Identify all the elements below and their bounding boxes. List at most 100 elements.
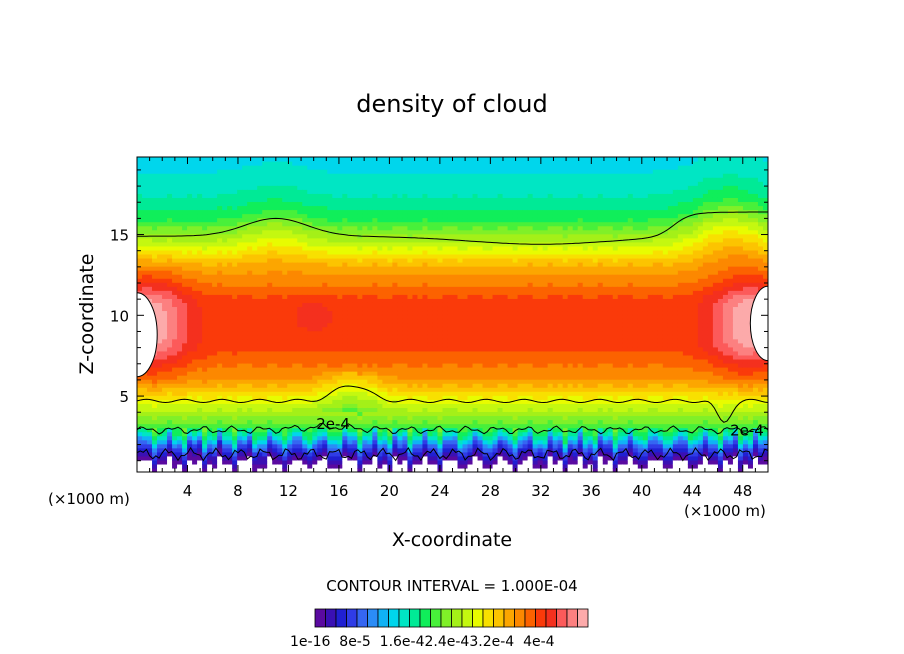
field-cell [427, 439, 434, 445]
field-cell [327, 282, 333, 287]
field-cell [222, 330, 228, 336]
field-cell [432, 463, 439, 469]
field-cell [142, 221, 148, 227]
field-cell [397, 379, 404, 384]
field-cell [292, 157, 298, 162]
field-cell [457, 467, 464, 472]
field-cell [387, 362, 394, 368]
field-cell [367, 435, 373, 441]
field-cell [137, 395, 143, 400]
field-cell [337, 209, 343, 215]
field-cell [292, 435, 298, 441]
field-cell [307, 310, 313, 316]
field-cell [302, 298, 308, 303]
field-cell [357, 447, 363, 453]
field-cell [312, 161, 318, 166]
field-cell [247, 266, 253, 271]
field-cell [417, 391, 424, 396]
field-cell [332, 427, 338, 433]
field-cell [292, 354, 298, 360]
field-cell [427, 338, 434, 344]
field-cell [377, 177, 383, 182]
field-cell [372, 467, 378, 472]
field-cell [402, 213, 409, 219]
field-cell [447, 427, 454, 433]
field-cell [187, 314, 193, 320]
field-cell [262, 415, 268, 421]
field-cell [382, 447, 388, 453]
field-cell [357, 314, 363, 320]
field-cell [302, 205, 308, 211]
field-cell [347, 237, 353, 243]
field-cell [257, 294, 263, 299]
field-cell [337, 391, 343, 396]
field-cell [167, 225, 173, 231]
field-cell [322, 318, 328, 324]
field-cell [352, 443, 358, 449]
field-cell [432, 423, 439, 429]
field-cell [397, 411, 404, 417]
field-cell [287, 342, 293, 348]
field-cell [352, 245, 358, 251]
field-cell [417, 379, 424, 384]
field-cell [307, 241, 313, 247]
field-cell [387, 245, 394, 251]
field-cell [307, 225, 313, 231]
field-cell [347, 387, 353, 392]
field-cell [197, 257, 203, 263]
field-cell [222, 375, 228, 380]
field-cell [327, 274, 333, 279]
field-cell [177, 435, 183, 441]
field-cell [422, 338, 429, 344]
field-cell [202, 225, 208, 231]
field-cell [322, 302, 328, 308]
field-cell [237, 431, 243, 437]
field-cell [152, 161, 158, 166]
field-cell [322, 266, 328, 271]
field-cell [397, 270, 404, 275]
field-cell [377, 241, 383, 247]
field-cell [252, 286, 258, 291]
field-cell [232, 253, 238, 259]
field-cell [137, 205, 143, 211]
field-cell [452, 161, 459, 166]
field-cell [322, 205, 328, 211]
field-cell [357, 237, 363, 243]
field-cell [147, 294, 153, 299]
field-cell [397, 257, 404, 263]
field-cell [292, 205, 298, 211]
field-cell [272, 350, 278, 356]
field-cell [402, 201, 409, 207]
field-cell [167, 306, 173, 312]
field-cell [277, 395, 283, 400]
field-cell [387, 346, 394, 352]
field-cell [242, 415, 248, 421]
field-cell [387, 193, 394, 198]
field-cell [152, 451, 158, 457]
field-cell [187, 467, 193, 472]
field-cell [232, 354, 238, 360]
field-cell [282, 237, 288, 243]
field-cell [192, 197, 198, 203]
field-cell [257, 427, 263, 433]
field-cell [337, 326, 343, 332]
field-cell [372, 459, 378, 465]
field-cell [242, 435, 248, 441]
field-cell [352, 157, 358, 162]
field-cell [147, 439, 153, 445]
field-cell [272, 411, 278, 417]
field-cell [352, 326, 358, 332]
field-cell [252, 181, 258, 186]
field-cell [372, 431, 378, 437]
field-cell [307, 193, 313, 198]
field-cell [302, 249, 308, 255]
field-cell [402, 342, 409, 348]
field-cell [167, 169, 173, 174]
field-cell [262, 233, 268, 239]
field-cell [347, 185, 353, 190]
field-cell [162, 334, 168, 340]
field-cell [362, 157, 368, 162]
field-cell [287, 435, 293, 441]
field-cell [167, 447, 173, 453]
field-cell [267, 407, 273, 413]
